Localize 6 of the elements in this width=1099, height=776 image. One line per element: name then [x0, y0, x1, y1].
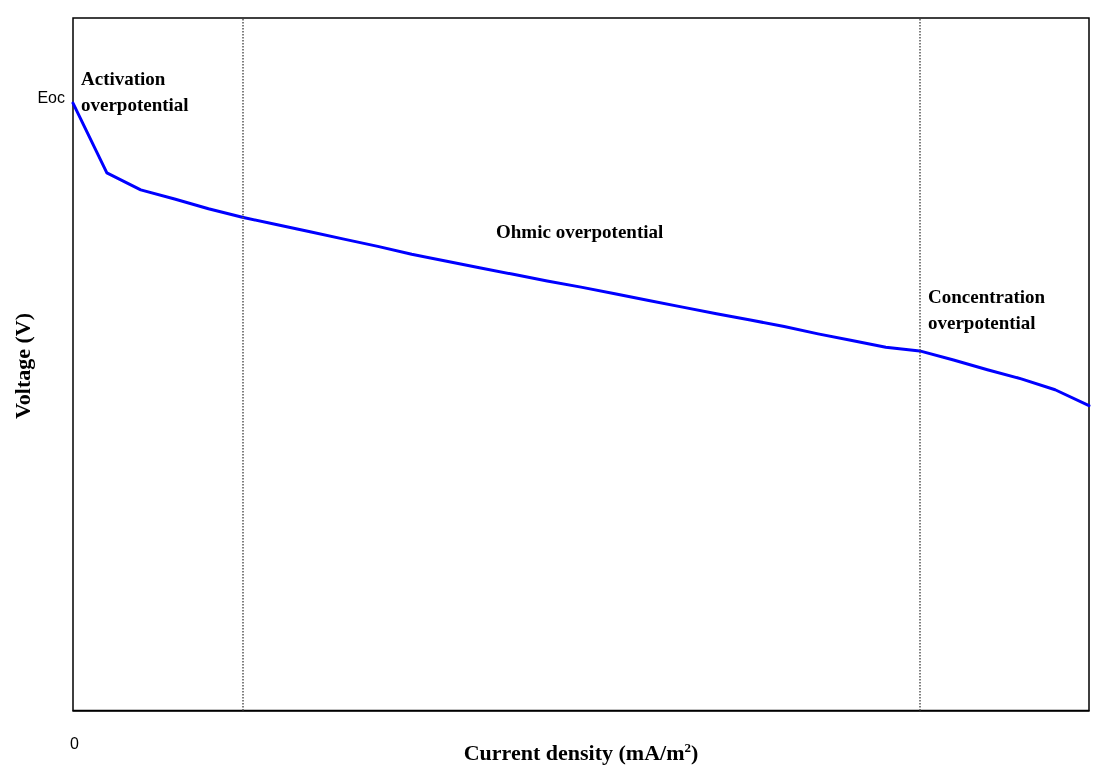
- annotation: Ohmic overpotential: [496, 220, 664, 242]
- y-axis-title: Voltage (V): [9, 312, 35, 420]
- text: 0: [70, 734, 79, 752]
- annotation: Concentration overpotential: [928, 285, 1050, 333]
- annotation: Activation overpotential: [81, 67, 189, 115]
- text: Eoc: [37, 88, 65, 106]
